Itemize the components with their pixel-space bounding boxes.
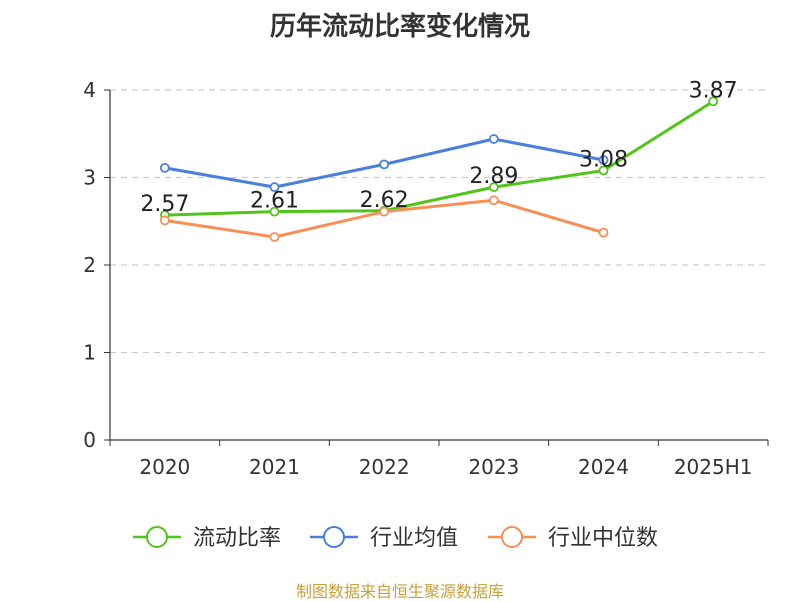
series-1-point xyxy=(159,162,170,173)
series-2-point xyxy=(598,227,609,238)
series-2-point xyxy=(159,215,170,226)
legend-marker xyxy=(501,526,523,548)
series-2-point xyxy=(269,232,280,242)
data-label: 2.61 xyxy=(250,189,299,214)
y-tick-label: 2 xyxy=(83,253,96,277)
x-tick-label: 2023 xyxy=(468,455,519,479)
data-label: 2.57 xyxy=(140,192,189,217)
series-2-point xyxy=(488,195,499,206)
series-0-point xyxy=(598,165,609,176)
chart-title: 历年流动比率变化情况 xyxy=(269,12,530,42)
data-label: 3.87 xyxy=(689,78,738,103)
series-0-point xyxy=(708,96,719,107)
source-footer: 制图数据来自恒生聚源数据库 xyxy=(295,582,504,601)
legend-label: 行业均值 xyxy=(370,526,458,551)
legend-label: 流动比率 xyxy=(193,526,281,551)
x-tick-label: 2025H1 xyxy=(674,455,753,479)
legend-label: 行业中位数 xyxy=(548,526,658,551)
series-1-point xyxy=(598,155,609,165)
x-tick-label: 2024 xyxy=(578,455,629,479)
series-0-line xyxy=(164,100,714,217)
series-1-point xyxy=(488,134,499,144)
data-label: 2.62 xyxy=(360,188,409,213)
data-label: 3.08 xyxy=(579,148,628,173)
series-1-point xyxy=(269,182,280,193)
legend-marker xyxy=(323,526,345,548)
data-label: 2.89 xyxy=(469,164,518,189)
series-0-point xyxy=(488,182,499,193)
y-tick-label: 0 xyxy=(83,428,96,452)
series-2-point xyxy=(379,206,390,217)
x-tick-label: 2022 xyxy=(359,455,410,479)
x-tick-label: 2021 xyxy=(249,455,300,479)
y-tick-label: 1 xyxy=(83,341,96,365)
y-tick-label: 3 xyxy=(83,166,96,190)
y-tick-label: 4 xyxy=(83,78,96,102)
x-tick-label: 2020 xyxy=(139,455,190,479)
legend-marker xyxy=(146,526,168,548)
series-0-point xyxy=(269,206,280,217)
series-1-point xyxy=(379,159,390,170)
